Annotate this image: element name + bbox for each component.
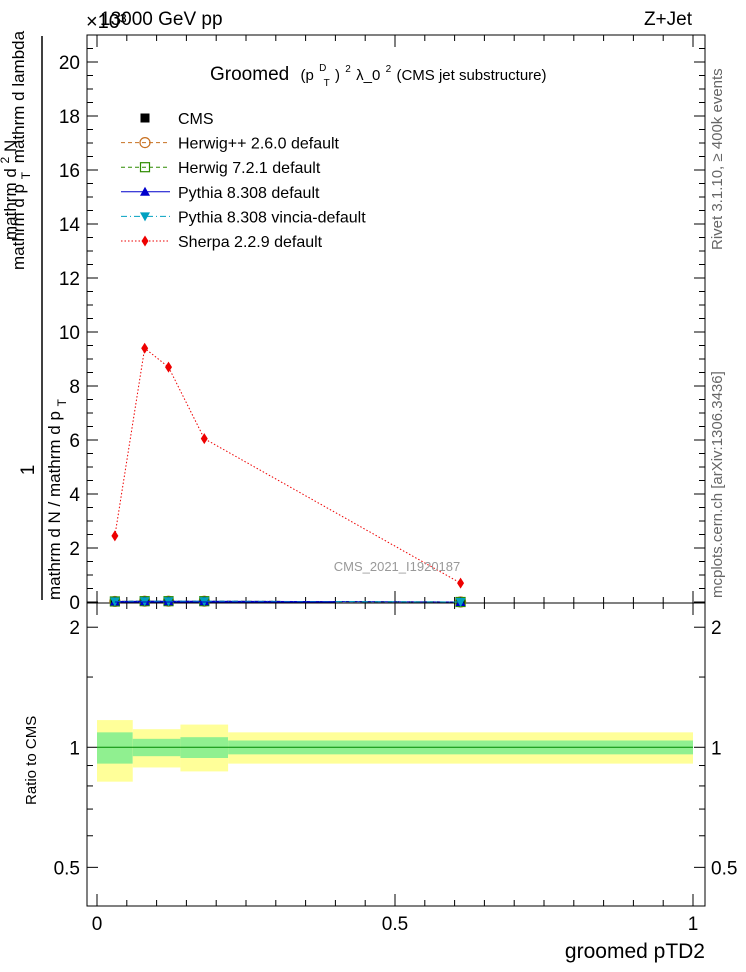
legend-item: Herwig++ 2.6.0 default [121,136,340,153]
main-y-axis: 0 2 4 6 8 10 12 14 16 18 20 [59,34,705,614]
title-tail: (CMS jet substructure) [396,67,546,84]
series-sherpa-2-2-9-default [111,342,465,589]
legend-item: CMS [140,111,214,128]
main-ytick-label: 20 [59,53,80,74]
main-ytick-label: 18 [59,107,80,128]
y-label-top: mathrm d [1,168,20,240]
ratio-ytick-label: 2 [69,618,80,639]
title-sq2: 2 [386,64,392,75]
rivet-label: Rivet 3.1.10, ≥ 400k events [709,68,726,250]
legend-label: Herwig++ 2.6.0 default [178,136,340,153]
y-label-second: mathrm d p [9,184,28,270]
y-label-second-sub: T [19,171,33,179]
svg-text:mathrm d p T mathr: mathrm d p T mathrm d lambda [9,30,34,270]
legend-item: Herwig 7.2.1 default [121,160,321,177]
svg-text:Groomed (p D: Groomed (p D T ) 2 λ_0 2 (CMS jet substr… [210,55,547,91]
series-line [114,347,461,584]
legend-marker [139,137,151,149]
beam-label: 13000 GeV pp [100,9,223,30]
title-sub-t: T [324,78,330,89]
legend-marker [140,113,150,123]
data-point [165,361,173,373]
legend-label: Pythia 8.308 default [178,185,320,202]
main-ytick-label: 12 [59,269,80,290]
x-axis-label: groomed pTD2 [565,940,705,963]
plot-title: Groomed (p D T ) 2 λ_0 2 (CMS jet substr… [210,55,547,91]
analysis-watermark: CMS_2021_I1920187 [334,559,461,574]
main-y-label-top: mathrm d 2 N [0,140,20,240]
main-ytick-label: 8 [69,377,80,398]
data-point [141,342,149,354]
main-ytick-label: 10 [59,323,80,344]
title-close: ) [335,67,340,84]
legend-marker [141,235,149,247]
title-sub: (p [300,67,313,84]
process-label: Z+Jet [644,9,693,30]
svg-text:mathrm d 2 N: mathrm d 2 N [0,140,20,240]
ratio-xtick-label: 0 [92,914,103,935]
main-ytick-label: 2 [69,539,80,560]
main-ytick-label: 0 [69,593,80,614]
y-label-top-tail: N [1,140,20,152]
title-lambda: λ_0 [356,67,380,84]
ratio-plot-frame [86,602,706,907]
legend-item: Pythia 8.308 vincia-default [121,209,366,226]
legend-marker [139,162,151,173]
main-ytick-label: 14 [59,215,81,236]
ratio-axes: 0.5 0.5 1 1 2 2 0 0.5 1 [54,603,737,935]
y-label-denominator: mathrm d N / mathrm d p [45,411,64,600]
legend-item: Sherpa 2.2.9 default [121,234,323,251]
data-point [111,530,119,542]
mcplots-label: mcplots.cern.ch [arXiv:1306.3436] [709,371,726,598]
legend-label: CMS [178,111,214,128]
legend-item: Pythia 8.308 default [121,185,320,202]
data-point [200,433,208,445]
y-label-numerator: 1 [18,465,39,476]
series-group [109,342,467,608]
legend-label: Herwig 7.2.1 default [178,160,321,177]
legend-label: Sherpa 2.2.9 default [178,234,323,251]
ratio-bands [97,720,693,782]
legend: CMS Herwig++ 2.6.0 default Herwig 7.2.1 de… [121,111,366,251]
legend-marker [140,186,150,196]
ratio-ytick-label: 1 [69,738,80,759]
ratio-xtick-label: 0.5 [382,914,408,935]
legend-marker [140,212,150,222]
ratio-ytick-label: 0.5 [54,858,80,879]
y-label-top-sup: 2 [0,156,12,163]
ratio-ytick-label-right: 0.5 [711,858,737,879]
ratio-ytick-label-right: 1 [711,738,722,759]
main-ytick-label: 4 [69,485,80,506]
legend-label: Pythia 8.308 vincia-default [178,209,366,226]
ratio-xtick-label: 1 [688,914,699,935]
ratio-band-inner [97,732,133,764]
title-main: Groomed [210,64,289,85]
y-label-denominator-sub: T [55,398,69,406]
main-ytick-label: 16 [59,161,80,182]
y-label-second-tail: mathrm d lambda [9,30,28,163]
data-point [457,577,465,589]
ratio-ytick-label-right: 2 [711,618,722,639]
title-sup-d: D [319,63,326,74]
exponent-label: ×10³ [86,11,127,33]
main-ytick-label: 6 [69,431,80,452]
main-y-label: 1 mathrm d p T mathrm d lambda mathrm d … [9,30,69,600]
svg-text:mathrm d N / mathrm d p: mathrm d N / mathrm d p T [45,398,69,600]
data-point [455,598,466,607]
ratio-y-label: Ratio to CMS [23,716,40,805]
title-sq1: 2 [345,64,351,75]
